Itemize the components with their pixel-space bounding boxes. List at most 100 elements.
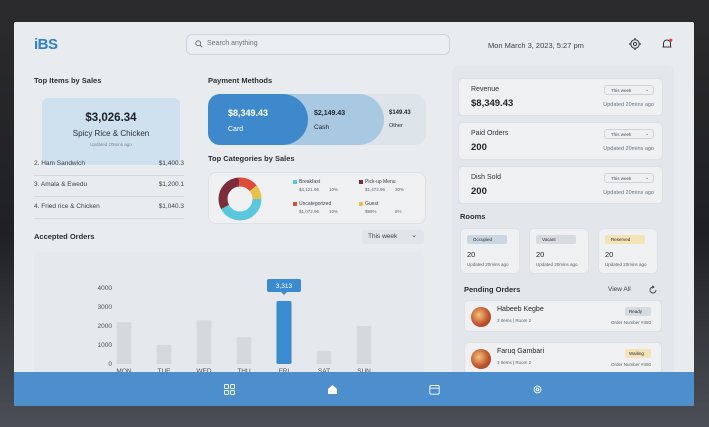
top-item-row[interactable]: 3. Amala & Ewedu $1,200.1 — [34, 181, 184, 197]
revenue-card[interactable]: Revenue $8,349.43 This week ⌄ Updated 20m… — [458, 78, 663, 116]
stat-updated: Updated 20mins ago — [603, 102, 654, 108]
x-tick-label: SAT — [318, 368, 330, 375]
grid-icon[interactable] — [224, 384, 235, 395]
top-categories-card: Breakfast $4,121.96 10% Pick-up Menu $1,… — [208, 172, 426, 224]
bar-thu[interactable] — [236, 337, 252, 364]
bar-sun[interactable] — [356, 326, 372, 364]
bar-tooltip-label: 3,313 — [276, 283, 293, 290]
room-updated: Updated 20mins ago — [605, 262, 647, 267]
stat-title: Revenue — [471, 86, 500, 93]
y-tick-label: 4000 — [98, 285, 113, 292]
accepted-orders-title: Accepted Orders — [34, 232, 95, 241]
bar-sat[interactable] — [316, 350, 332, 364]
stat-title: Dish Sold — [471, 174, 501, 181]
week-filter-dropdown[interactable]: This week ⌄ — [362, 230, 424, 244]
other-amount: $149.43 — [389, 110, 411, 116]
pending-order-item[interactable]: Faruq Gambari 3 Items | Room 2 Waiting O… — [464, 342, 662, 374]
x-tick-label: THU — [237, 368, 251, 375]
top-item-value: $1,200.1 — [158, 181, 184, 188]
room-count: 20 — [605, 250, 614, 259]
room-count: 20 — [467, 250, 476, 259]
room-status-badge: Reserved — [605, 235, 645, 244]
y-tick-label: 1000 — [98, 342, 113, 349]
search-input[interactable]: Search anything — [186, 34, 450, 55]
current-datetime: Mon March 3, 2023, 5:27 pm — [488, 41, 584, 50]
dish-thumbnail — [471, 307, 491, 327]
bar-mon[interactable] — [116, 322, 132, 364]
chevron-down-icon: ⌄ — [645, 175, 649, 180]
notification-bell-icon[interactable] — [660, 37, 674, 51]
calendar-icon[interactable] — [429, 384, 440, 395]
top-item-name: 3. Amala & Ewedu — [34, 181, 88, 188]
payment-methods-title: Payment Methods — [208, 76, 273, 85]
x-tick-label: SUN — [357, 368, 371, 375]
app-logo[interactable]: iBS — [34, 36, 58, 53]
order-details: 3 Items | Room 2 — [497, 318, 532, 323]
order-status-badge: Waiting — [625, 349, 651, 358]
stat-filter-dropdown[interactable]: This week ⌄ — [604, 173, 654, 183]
room-reserved-card[interactable]: Reserved 20 Updated 20mins ago — [598, 228, 658, 274]
chevron-down-icon: ⌄ — [411, 232, 417, 239]
order-customer-name: Faruq Gambari — [497, 348, 545, 355]
card-amount: $8,349.43 — [228, 108, 269, 118]
bar-tue[interactable] — [156, 345, 172, 364]
stat-updated: Updated 20mins ago — [603, 146, 654, 152]
chevron-down-icon: ⌄ — [645, 131, 649, 136]
bar-fri[interactable] — [276, 301, 292, 364]
top-items-title: Top Items by Sales — [34, 76, 102, 85]
search-placeholder: Search anything — [207, 40, 258, 47]
accepted-orders-chart: 0 1000 2000 3000 4000 MON TUE WED THU FRI 3,313 SAT… — [98, 279, 372, 375]
pending-order-item[interactable]: Habeeb Kegbe 3 Items | Room 2 Ready Orde… — [464, 300, 662, 332]
stat-filter-dropdown[interactable]: This week ⌄ — [604, 85, 654, 95]
stat-filter-dropdown[interactable]: This week ⌄ — [604, 129, 654, 139]
room-status-badge: Occupied — [467, 235, 507, 244]
featured-amount: $3,026.34 — [85, 112, 137, 124]
search-icon — [195, 40, 203, 48]
y-tick-label: 3000 — [98, 304, 113, 311]
top-item-value: $1,040.3 — [158, 203, 184, 210]
cash-amount: $2,149.43 — [314, 110, 346, 117]
cash-label: Cash — [314, 124, 330, 131]
top-item-row[interactable]: 2. Ham Sandwich $1,400.3 — [34, 160, 184, 176]
refresh-icon[interactable] — [648, 285, 658, 295]
legend-guest: Guest $99% 5% — [359, 201, 402, 214]
room-vacant-card[interactable]: Vacant 20 Updated 20mins ago — [529, 228, 589, 274]
bar-tooltip-pointer — [281, 292, 287, 296]
featured-name: Spicy Rice & Chicken — [72, 129, 150, 138]
stat-title: Paid Orders — [471, 130, 509, 137]
room-updated: Updated 20mins ago — [467, 262, 509, 267]
x-tick-label: FRI — [279, 368, 290, 375]
y-tick-label: 2000 — [98, 323, 113, 330]
payment-methods-bar: $8,349.43 Card $2,149.43 Cash $149.43 Ot… — [208, 94, 426, 145]
room-occupied-card[interactable]: Occupied 20 Updated 20mins ago — [460, 228, 520, 274]
card-label: Card — [228, 126, 244, 133]
card-segment[interactable] — [208, 94, 308, 145]
home-icon[interactable] — [327, 384, 338, 395]
rooms-title: Rooms — [460, 212, 486, 221]
stat-value: 200 — [471, 142, 487, 153]
order-status-badge: Ready — [625, 307, 651, 316]
accepted-orders-chart-card: 0 1000 2000 3000 4000 MON TUE WED THU FRI 3,313 SAT… — [34, 252, 424, 378]
paid-orders-card[interactable]: Paid Orders 200 This week ⌄ Updated 20min… — [458, 122, 663, 160]
view-all-link[interactable]: View All — [608, 286, 631, 293]
settings-icon[interactable] — [532, 384, 543, 395]
bar-wed[interactable] — [196, 320, 212, 364]
donut-uncategorized-slice — [218, 177, 262, 221]
donut-guest-slice — [218, 177, 262, 221]
room-count: 20 — [536, 250, 545, 259]
legend-pickup: Pick-up Menu $1,472.96 30% — [359, 179, 404, 192]
order-customer-name: Habeeb Kegbe — [497, 306, 544, 313]
top-item-row[interactable]: 4. Fried rice & Chicken $1,040.3 — [34, 203, 184, 219]
top-item-name: 2. Ham Sandwich — [34, 160, 85, 167]
legend-uncategorized: Uncategorized $1,072.96 10% — [293, 201, 338, 214]
top-categories-title: Top Categories by Sales — [208, 154, 295, 163]
top-item-name: 4. Fried rice & Chicken — [34, 203, 100, 210]
top-item-value: $1,400.3 — [158, 160, 184, 167]
dashboard-screen: iBS Search anything Mon March 3, 2023, 5… — [14, 22, 694, 406]
settings-icon[interactable] — [628, 37, 642, 51]
dish-sold-card[interactable]: Dish Sold 200 This week ⌄ Updated 20mins … — [458, 166, 663, 204]
stat-value: 200 — [471, 186, 487, 197]
order-number: Order Number #450 — [610, 362, 651, 367]
x-tick-label: WED — [196, 368, 211, 375]
stat-value: $8,349.43 — [471, 98, 514, 109]
